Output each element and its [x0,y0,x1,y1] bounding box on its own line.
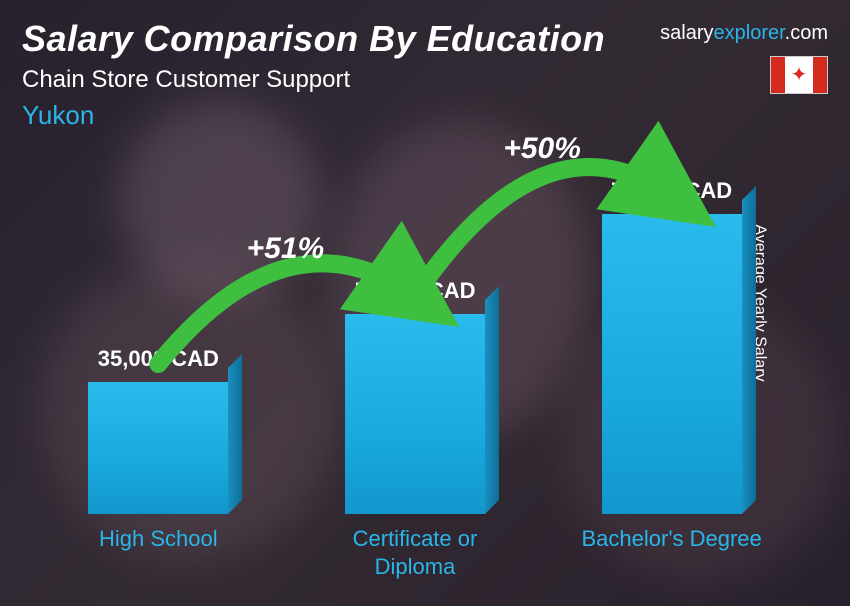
brand-part-c: .com [785,22,828,44]
salary-chart: 35,000 CAD53,000 CAD79,500 CAD High Scho… [30,190,800,580]
brand-logo: salaryexplorer.com [660,22,828,45]
maple-leaf-icon: ✦ [791,65,808,85]
increase-arrow-1 [30,190,800,580]
location: Yukon [22,100,828,131]
pct-label-1: +50% [503,132,581,166]
brand-part-b: explorer [714,22,785,44]
subtitle: Chain Store Customer Support [22,66,828,94]
canada-flag-icon: ✦ [770,56,828,94]
brand-part-a: salary [660,22,713,44]
